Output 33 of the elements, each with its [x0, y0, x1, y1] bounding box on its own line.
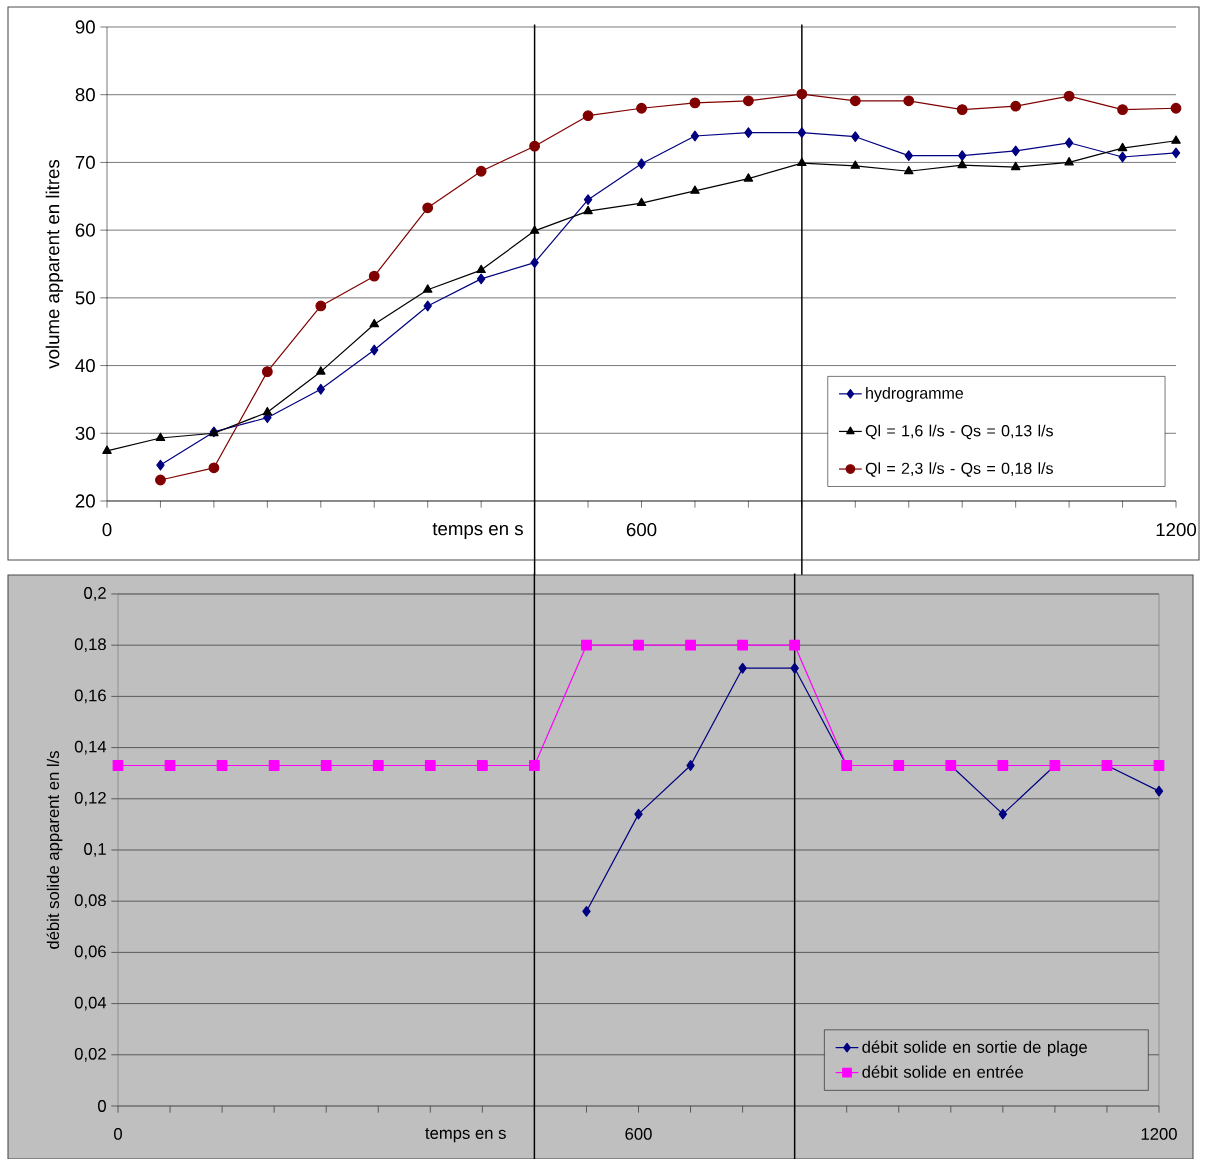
y-tick-label: 70 [75, 155, 95, 170]
x-tick-label: 1200 [1156, 523, 1197, 537]
x-axis-title: temps en s [425, 1128, 506, 1143]
y-tick-label: 30 [75, 426, 95, 440]
legend-label: Ql = 2,3 l/s - Qs = 0,18 l/s [865, 462, 1053, 477]
x-axis-title: temps en s [432, 523, 523, 539]
x-tick-label: 1200 [1141, 1128, 1177, 1140]
y-tick-label: 0,08 [74, 894, 106, 909]
y-tick-label: 0,14 [74, 740, 107, 755]
y-tick-label: 0,12 [74, 791, 106, 806]
y-tick-label: 0,06 [74, 945, 106, 960]
y-tick-label: 0 [98, 1100, 106, 1112]
legend-label: débit solide en entrée [862, 1065, 1024, 1078]
y-axis-title: débit solide apparent en l/s [46, 751, 63, 949]
y-tick-label: 0,16 [74, 689, 106, 704]
y-tick-label: 20 [75, 494, 95, 508]
y-tick-label: 60 [75, 223, 95, 237]
x-tick-label: 600 [626, 523, 657, 537]
y-tick-label: 80 [75, 88, 95, 102]
y-tick-label: 50 [75, 291, 95, 305]
y-tick-label: 0,2 [84, 587, 106, 601]
y-tick-label: 0,18 [74, 638, 106, 653]
y-tick-label: 90 [75, 20, 95, 34]
y-tick-label: 0,04 [74, 996, 107, 1011]
legend-label: Ql = 1,6 l/s - Qs = 0,13 l/s [865, 424, 1053, 440]
x-tick-label: 0 [114, 1128, 122, 1140]
y-tick-label: 0,1 [84, 843, 106, 857]
legend-label: hydrogramme [866, 387, 964, 402]
y-tick-label: 40 [75, 358, 95, 373]
legend-label: débit solide en sortie de plage [862, 1040, 1087, 1057]
x-tick-label: 600 [625, 1128, 652, 1140]
y-axis-title: volume apparent en litres [45, 159, 64, 369]
y-tick-label: 0,02 [74, 1047, 106, 1062]
